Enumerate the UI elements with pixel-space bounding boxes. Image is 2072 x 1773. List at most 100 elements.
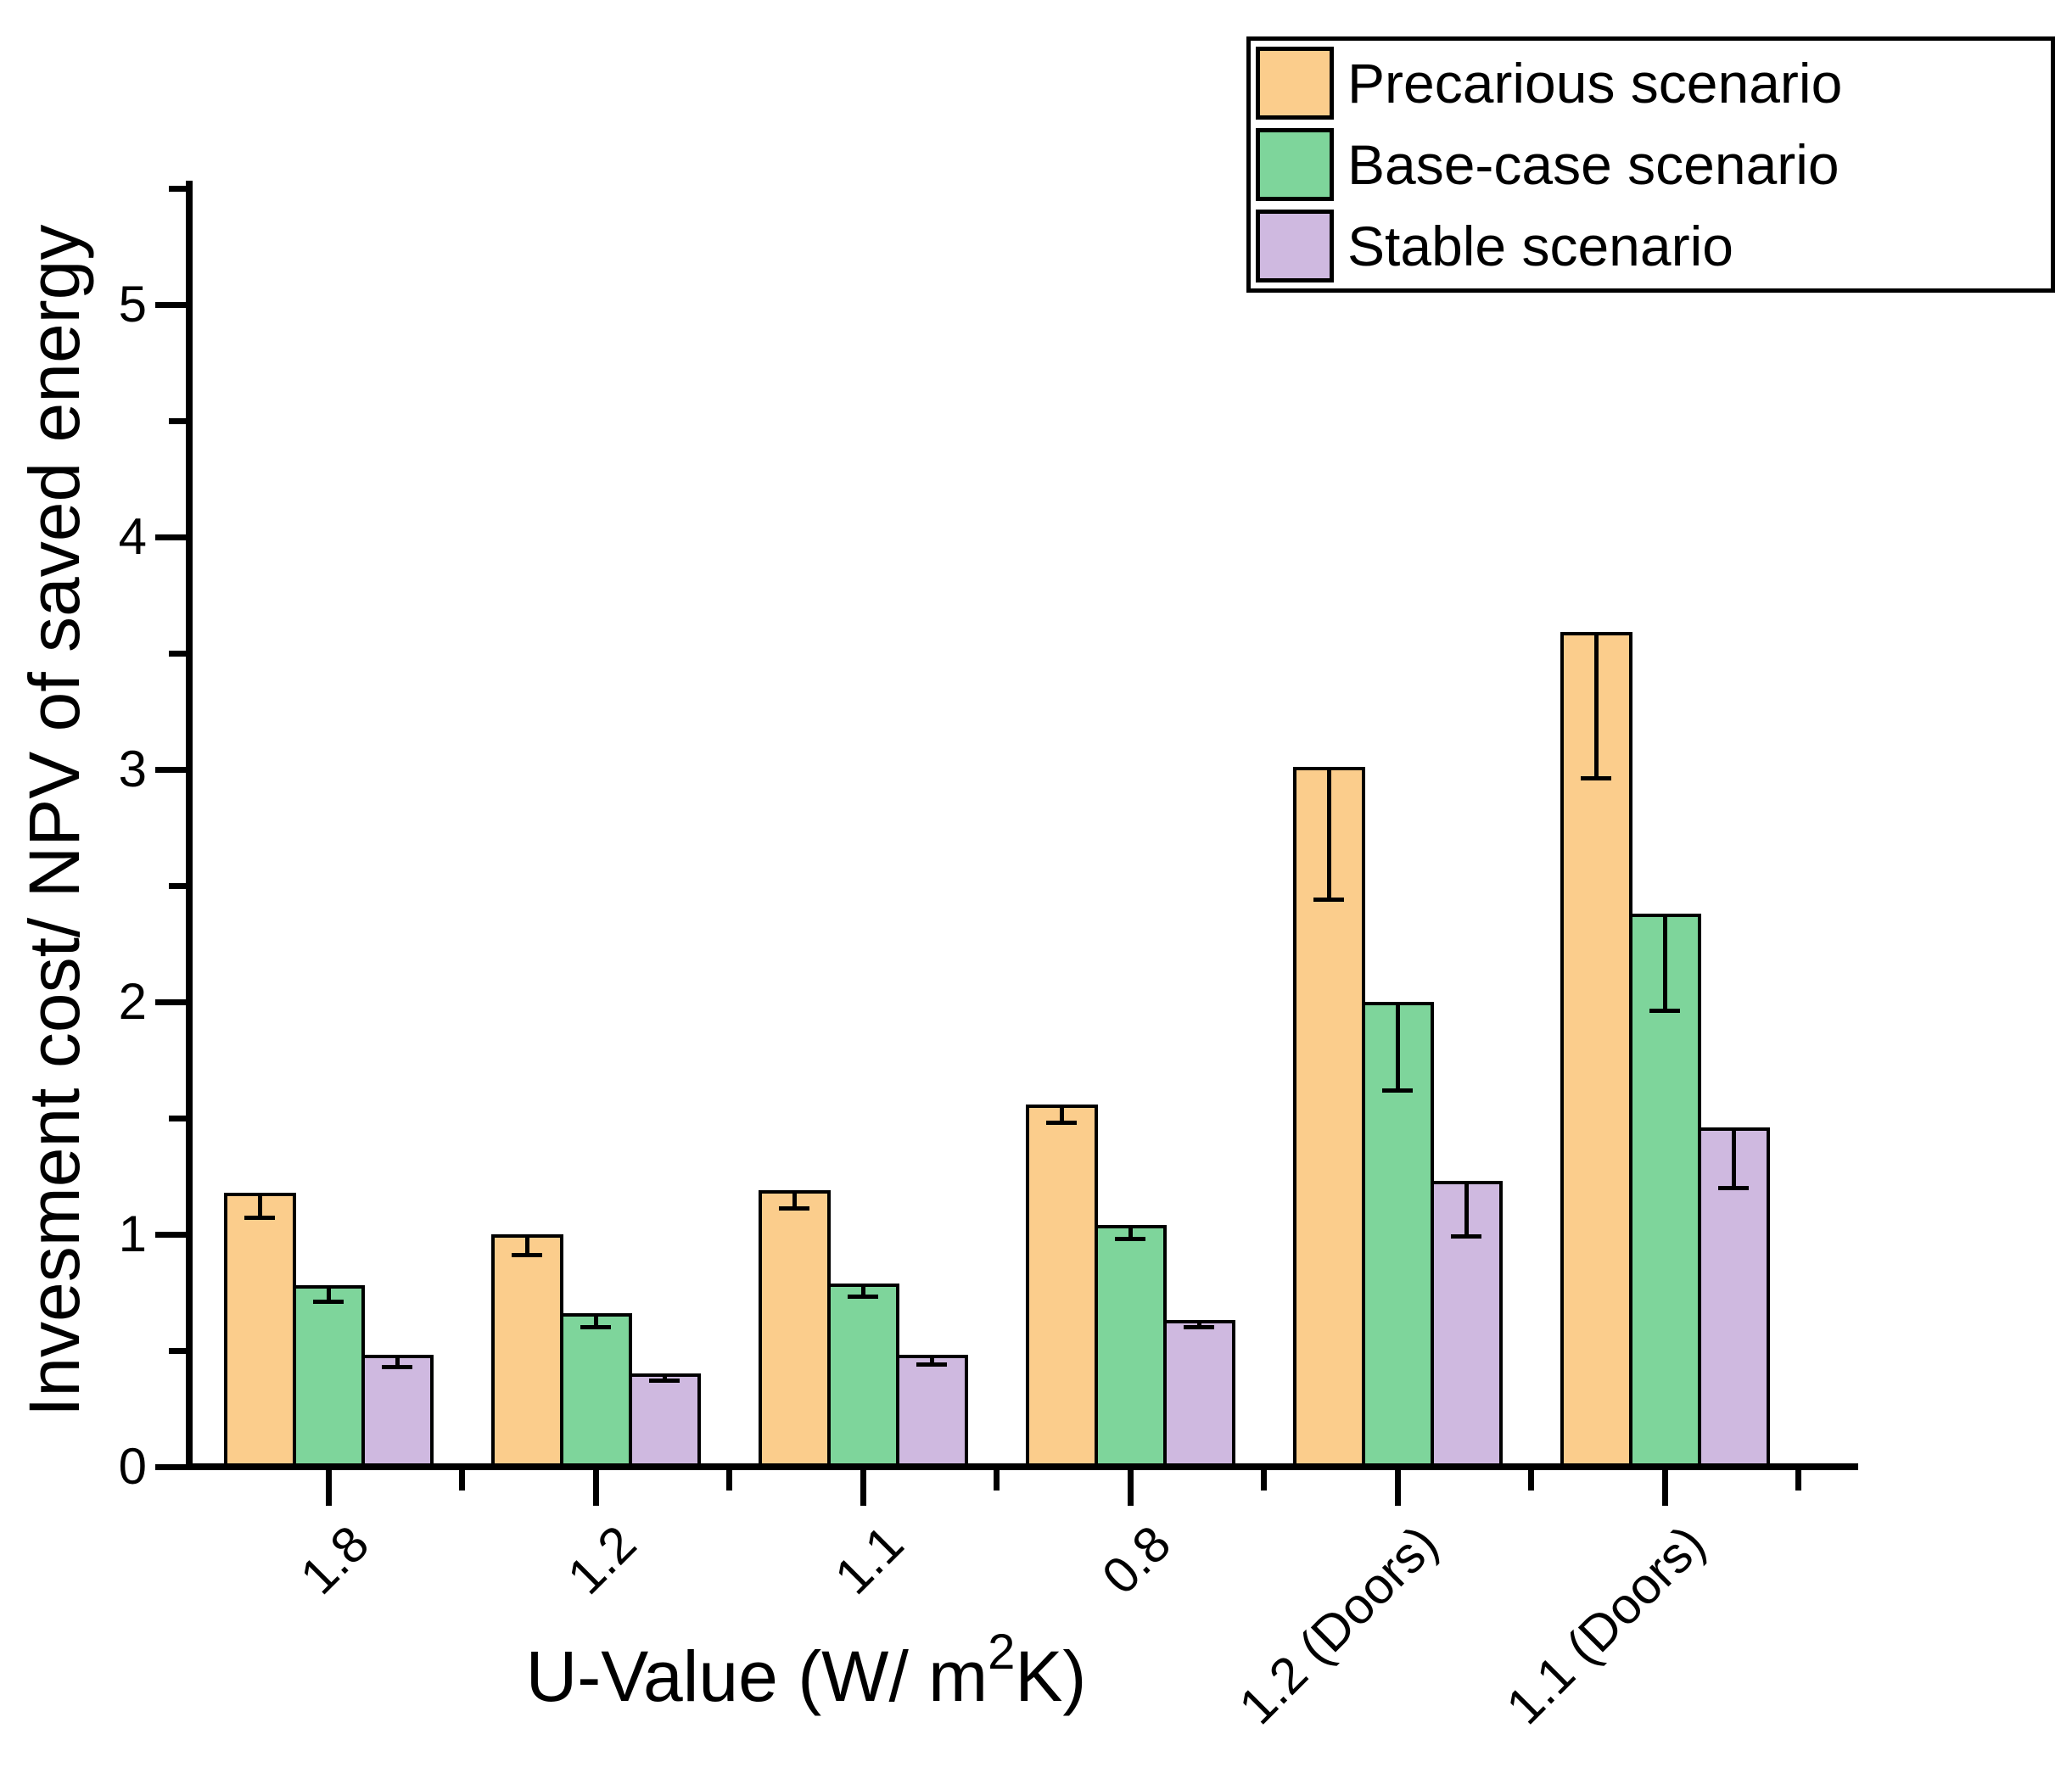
- error-bar-cap: [1184, 1325, 1214, 1330]
- error-bar: [395, 1355, 400, 1368]
- bar-precarious-1.1: [758, 1189, 831, 1470]
- y-tick-label: 5: [118, 276, 147, 333]
- error-bar-cap: [1649, 1009, 1680, 1014]
- legend-swatch-icon: [1256, 47, 1334, 120]
- y-major-tick: [155, 534, 186, 540]
- error-bar: [1326, 767, 1331, 900]
- error-bar: [1059, 1104, 1064, 1123]
- bar-precarious-0.8: [1025, 1104, 1098, 1470]
- legend: Precarious scenario Base-case scenario Sta…: [1246, 36, 2055, 293]
- y-major-tick: [155, 766, 186, 773]
- error-bar: [593, 1313, 598, 1328]
- x-minor-tick: [1528, 1470, 1534, 1491]
- legend-label: Base-case scenario: [1347, 133, 1840, 196]
- legend-item: Stable scenario: [1256, 207, 2051, 285]
- error-bar-cap: [1382, 1088, 1413, 1093]
- error-bar-cap: [313, 1299, 344, 1304]
- error-bar: [662, 1373, 667, 1381]
- bar-base-case-1.2: [559, 1313, 632, 1470]
- legend-item: Precarious scenario: [1256, 44, 2051, 122]
- x-axis-title: U-Value (W/ m2K): [297, 1610, 1315, 1719]
- error-bar: [860, 1283, 865, 1297]
- error-bar-cap: [1046, 1120, 1077, 1125]
- error-bar-cap: [244, 1216, 275, 1221]
- x-minor-tick: [994, 1470, 1000, 1491]
- x-tick-label: 1.1: [823, 1514, 914, 1605]
- x-tick-label: 1.2: [556, 1514, 647, 1605]
- error-bar: [1662, 913, 1667, 1011]
- error-bar-cap: [1718, 1185, 1749, 1190]
- x-major-tick: [1127, 1470, 1134, 1506]
- error-bar: [1128, 1225, 1133, 1239]
- error-bar: [1731, 1127, 1736, 1189]
- y-tick-label: 4: [118, 508, 147, 565]
- bar-stable-1.8: [361, 1355, 434, 1470]
- error-bar: [257, 1192, 262, 1218]
- bar-stable-1.2: [628, 1373, 701, 1470]
- y-tick-label: 1: [118, 1205, 147, 1262]
- x-major-tick: [1661, 1470, 1668, 1506]
- y-tick-label: 2: [118, 973, 147, 1030]
- x-minor-tick: [1261, 1470, 1267, 1491]
- error-bar: [524, 1234, 529, 1256]
- error-bar-cap: [848, 1295, 878, 1300]
- x-axis-title-text-end: K): [1015, 1636, 1087, 1716]
- x-minor-tick: [1795, 1470, 1801, 1491]
- error-bar-cap: [1115, 1236, 1145, 1241]
- error-bar: [326, 1285, 331, 1302]
- bar-stable-0.8: [1162, 1320, 1235, 1470]
- y-minor-tick: [169, 417, 186, 424]
- legend-label: Stable scenario: [1347, 215, 1733, 277]
- y-major-tick: [155, 1463, 186, 1470]
- y-minor-tick: [169, 185, 186, 192]
- x-minor-tick: [459, 1470, 465, 1491]
- y-axis: [186, 181, 193, 1470]
- x-major-tick: [592, 1470, 599, 1506]
- error-bar-cap: [1451, 1234, 1481, 1239]
- error-bar-cap: [779, 1206, 809, 1211]
- legend-item: Base-case scenario: [1256, 126, 2051, 204]
- x-axis-title-superscript: 2: [988, 1625, 1016, 1680]
- error-bar: [929, 1355, 934, 1365]
- x-major-tick: [1394, 1470, 1401, 1506]
- bar-base-case-0.8: [1094, 1225, 1167, 1470]
- bar-precarious-1.2: [490, 1234, 563, 1470]
- legend-swatch-icon: [1256, 210, 1334, 282]
- y-minor-tick: [169, 1347, 186, 1354]
- y-major-tick: [155, 1231, 186, 1238]
- bar-stable-1.1: [895, 1355, 968, 1470]
- y-major-tick: [155, 998, 186, 1005]
- bar-precarious-1.8: [223, 1192, 296, 1470]
- error-bar-cap: [1581, 776, 1611, 781]
- x-axis-title-text: U-Value (W/ m: [525, 1636, 988, 1716]
- error-bar: [1196, 1320, 1201, 1328]
- error-bar-cap: [512, 1253, 542, 1258]
- legend-swatch-icon: [1256, 128, 1334, 201]
- x-axis: [186, 1463, 1858, 1470]
- error-bar-cap: [1313, 897, 1344, 902]
- legend-label: Precarious scenario: [1347, 52, 1843, 115]
- y-axis-title: Invesment cost/ NPV of saved energy: [14, 224, 94, 1417]
- error-bar-cap: [382, 1364, 412, 1369]
- error-bar-cap: [580, 1325, 611, 1330]
- bar-precarious-1.2 (Doors): [1292, 767, 1365, 1470]
- y-minor-tick: [169, 650, 186, 657]
- y-minor-tick: [169, 882, 186, 889]
- y-minor-tick: [169, 1115, 186, 1121]
- x-tick-label: 0.8: [1090, 1514, 1181, 1605]
- x-minor-tick: [726, 1470, 732, 1491]
- x-major-tick: [325, 1470, 332, 1506]
- x-tick-label: 1.1 (Doors): [1495, 1514, 1716, 1736]
- error-bar: [792, 1189, 797, 1209]
- y-tick-label: 0: [118, 1438, 147, 1495]
- x-tick-label: 1.8: [288, 1514, 379, 1605]
- error-bar: [1593, 632, 1599, 779]
- error-bar: [1464, 1180, 1469, 1237]
- error-bar-cap: [649, 1379, 680, 1384]
- y-tick-label: 3: [118, 741, 147, 797]
- error-bar: [1395, 1002, 1400, 1091]
- x-major-tick: [860, 1470, 866, 1506]
- error-bar-cap: [916, 1362, 947, 1367]
